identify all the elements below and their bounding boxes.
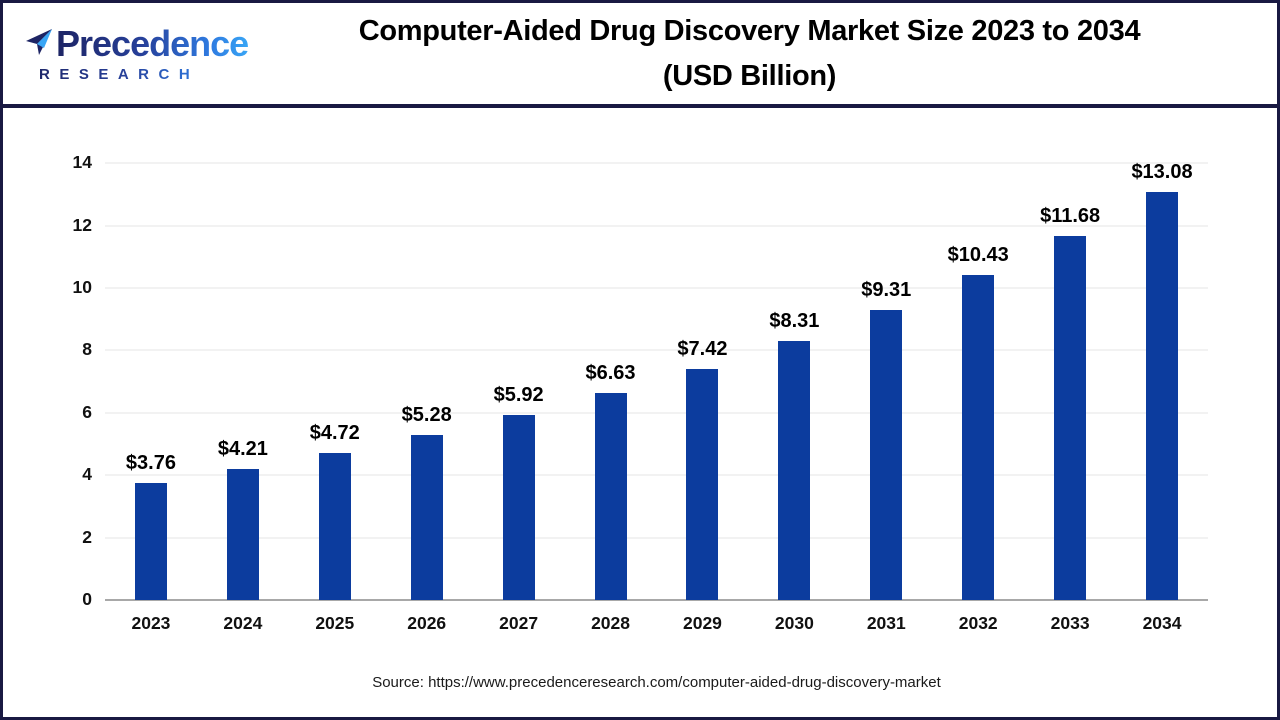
x-axis-tick-label: 2028 bbox=[591, 613, 630, 633]
precedence-research-logo: Precedence RESEARCH bbox=[3, 22, 249, 83]
bar-value-label: $4.21 bbox=[217, 437, 268, 460]
y-axis-tick-label: 8 bbox=[82, 339, 92, 360]
y-axis-tick-label: 10 bbox=[72, 277, 92, 297]
paper-plane-icon bbox=[25, 27, 55, 64]
gridline bbox=[105, 474, 1208, 477]
bar bbox=[962, 274, 995, 600]
bar bbox=[778, 340, 811, 600]
x-axis-tick-label: 2023 bbox=[131, 613, 171, 633]
bar bbox=[226, 468, 259, 600]
bar-value-label: $13.08 bbox=[1131, 160, 1193, 183]
gridline bbox=[105, 162, 1208, 165]
source-text: Source: https://www.precedenceresearch.c… bbox=[372, 674, 941, 691]
bar-value-label: $10.43 bbox=[947, 243, 1009, 266]
bar-value-label: $5.28 bbox=[401, 404, 452, 427]
x-axis-line bbox=[105, 599, 1208, 601]
chart-title: Computer-Aided Drug Discovery Market Siz… bbox=[248, 9, 1277, 99]
bar-value-label: $9.31 bbox=[861, 278, 912, 301]
bar-value-label: $7.42 bbox=[677, 337, 728, 360]
x-axis-tick-label: 2034 bbox=[1142, 613, 1182, 633]
bar-value-label: $3.76 bbox=[125, 451, 176, 474]
logo-subtitle: RESEARCH bbox=[25, 66, 248, 83]
x-axis-tick-label: 2032 bbox=[958, 613, 998, 633]
y-axis-tick-label: 6 bbox=[82, 401, 92, 422]
bar-value-label: $8.31 bbox=[769, 309, 820, 332]
bar bbox=[686, 368, 719, 600]
x-axis-tick-label: 2033 bbox=[1050, 613, 1090, 633]
bar-value-label: $6.63 bbox=[585, 362, 636, 385]
gridline bbox=[105, 411, 1208, 414]
gridline bbox=[105, 536, 1208, 539]
bar bbox=[594, 393, 627, 600]
y-axis-tick-label: 12 bbox=[72, 214, 92, 235]
x-axis-tick-label: 2029 bbox=[682, 613, 722, 633]
y-axis-tick-label: 4 bbox=[82, 464, 92, 485]
x-axis-tick-label: 2025 bbox=[315, 613, 355, 633]
y-axis-tick-label: 2 bbox=[82, 526, 92, 547]
y-axis-tick-label: 14 bbox=[72, 152, 92, 173]
bar-value-label: $4.72 bbox=[309, 421, 360, 444]
x-axis-tick-label: 2026 bbox=[407, 613, 447, 633]
bar-value-label: $11.68 bbox=[1040, 204, 1101, 227]
bar bbox=[1146, 191, 1179, 600]
chart-title-line-1: Computer-Aided Drug Discovery Market Siz… bbox=[358, 14, 1141, 47]
x-axis-tick-label: 2024 bbox=[223, 613, 263, 633]
gridline bbox=[105, 349, 1208, 352]
bar bbox=[870, 309, 903, 600]
y-axis-tick-label: 0 bbox=[82, 589, 92, 609]
bar bbox=[1054, 235, 1087, 600]
chart-title-line-2: (USD Billion) bbox=[662, 59, 837, 92]
bar bbox=[134, 482, 167, 600]
bar-chart: 0 2 4 6 8 10 12 14 $3.76 2023 $4.21 2024 $4.72 2025 $5… bbox=[3, 108, 1277, 717]
x-axis-tick-label: 2030 bbox=[774, 613, 814, 633]
gridline bbox=[105, 224, 1208, 227]
gridline bbox=[105, 287, 1208, 289]
bar-value-label: $5.92 bbox=[493, 384, 544, 407]
x-axis-tick-label: 2031 bbox=[866, 613, 906, 633]
bar bbox=[410, 435, 443, 600]
x-axis-tick-label: 2027 bbox=[499, 613, 539, 633]
logo-wordmark: Precedence bbox=[56, 22, 249, 64]
bar bbox=[502, 415, 535, 600]
bar bbox=[318, 452, 351, 600]
header: Precedence RESEARCH Computer-Aided Drug … bbox=[3, 3, 1277, 108]
